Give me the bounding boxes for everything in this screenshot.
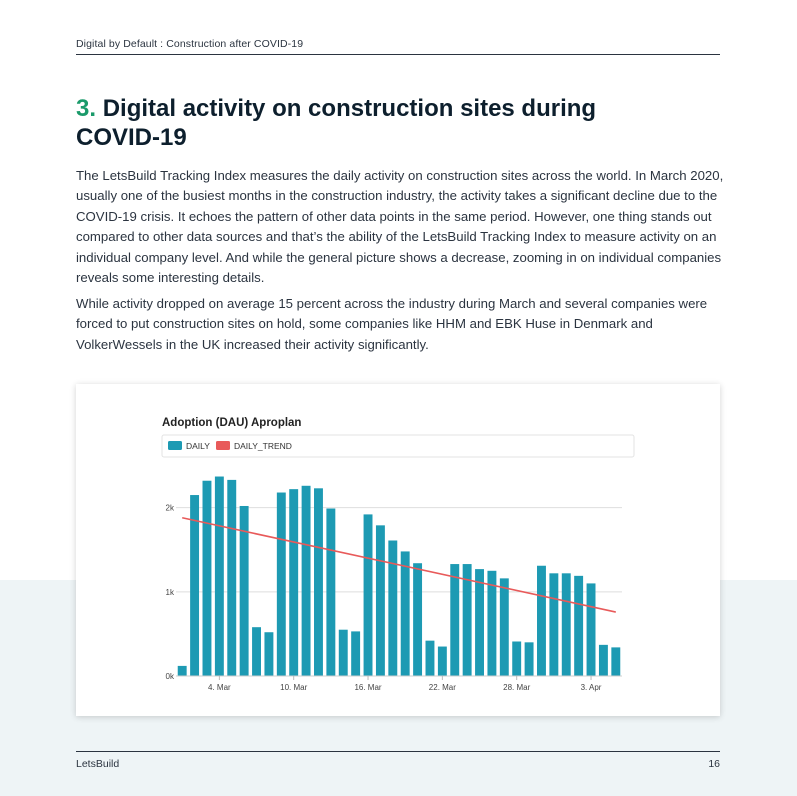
- daily-bar: [586, 583, 596, 676]
- y-tick-label: 2k: [166, 504, 175, 513]
- legend-daily-label: DAILY: [186, 441, 210, 451]
- daily-bar: [239, 505, 249, 676]
- daily-bar: [598, 644, 608, 676]
- daily-bar: [574, 575, 584, 676]
- daily-bar: [413, 563, 423, 676]
- daily-bar: [301, 485, 311, 676]
- header-divider: [76, 54, 720, 55]
- daily-bar: [561, 573, 571, 676]
- daily-bar: [499, 578, 509, 676]
- x-tick-label: 4. Mar: [208, 683, 231, 692]
- section-number: 3.: [76, 95, 97, 122]
- daily-bar: [524, 642, 534, 676]
- daily-bar: [475, 569, 484, 676]
- legend-trend-swatch: [216, 441, 230, 450]
- x-tick-label: 3. Apr: [581, 683, 602, 692]
- daily-bar: [314, 488, 323, 676]
- daily-bar: [276, 492, 286, 676]
- footer-divider: [76, 751, 720, 752]
- daily-bar: [202, 480, 212, 676]
- daily-bar: [252, 627, 261, 676]
- y-tick-label: 0k: [166, 672, 175, 681]
- daily-bar: [227, 479, 237, 676]
- section-title-text: Digital activity on construction sites d…: [76, 95, 597, 151]
- page-number: 16: [708, 758, 720, 770]
- running-header: Digital by Default : Construction after …: [76, 38, 304, 50]
- daily-bar: [289, 489, 299, 676]
- daily-bar: [425, 640, 435, 676]
- daily-activity-chart: Adoption (DAU) Aproplan DAILY DAILY_TREND 0…: [161, 417, 635, 692]
- daily-bar: [487, 570, 497, 676]
- x-tick-label: 10. Mar: [280, 683, 307, 692]
- body-paragraph-2: While activity dropped on average 15 per…: [76, 296, 708, 352]
- daily-bar: [537, 565, 546, 676]
- daily-bar: [375, 525, 385, 676]
- footer-brand: LetsBuild: [76, 758, 120, 770]
- body-paragraph-1: The LetsBuild Tracking Index measures th…: [76, 168, 724, 286]
- daily-bar: [177, 665, 187, 676]
- daily-bar: [264, 632, 274, 676]
- trend-line: [182, 516, 616, 613]
- chart-card: Adoption (DAU) Aproplan DAILY DAILY_TREND 0…: [76, 384, 720, 716]
- daily-bar: [400, 551, 410, 676]
- daily-bar: [190, 495, 200, 676]
- daily-bar: [326, 508, 336, 676]
- legend-trend-label: DAILY_TREND: [234, 441, 292, 451]
- daily-bar: [437, 646, 447, 676]
- chart-title: Adoption (DAU) Aproplan: [162, 417, 301, 429]
- x-tick-label: 16. Mar: [354, 683, 381, 692]
- daily-bar: [549, 573, 559, 676]
- daily-bar: [611, 647, 621, 676]
- x-tick-label: 22. Mar: [429, 683, 456, 692]
- x-tick-label: 28. Mar: [503, 683, 530, 692]
- daily-bar: [351, 631, 361, 676]
- section-title: 3. Digital activity on construction site…: [76, 94, 676, 152]
- daily-bar: [338, 629, 348, 676]
- legend-box: [161, 434, 635, 458]
- daily-bar: [214, 476, 224, 676]
- daily-bar: [388, 540, 398, 676]
- daily-bar: [450, 564, 460, 676]
- daily-bar: [363, 514, 373, 676]
- legend-daily-swatch: [168, 441, 182, 450]
- daily-bar: [462, 564, 472, 676]
- daily-bar: [512, 641, 522, 676]
- y-tick-label: 1k: [166, 588, 175, 597]
